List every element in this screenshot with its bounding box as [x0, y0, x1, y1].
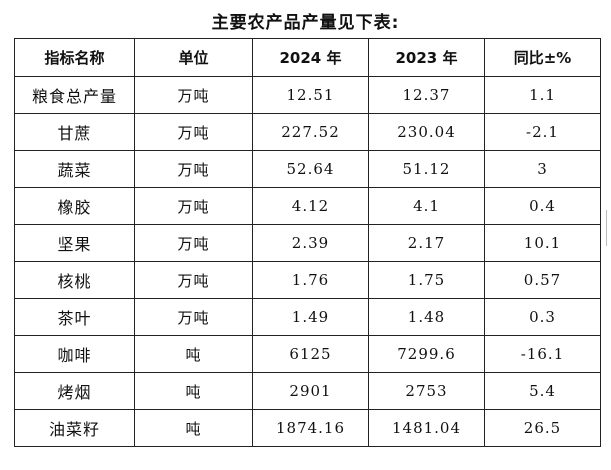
cell-unit: 吨 [134, 409, 253, 447]
cell-name: 坚果 [14, 224, 135, 262]
cell-yoy: 0.3 [484, 298, 601, 336]
cell-unit: 万吨 [134, 113, 253, 151]
cell-yoy: 0.4 [484, 187, 601, 225]
cell-name: 咖啡 [14, 335, 135, 373]
cell-yoy: 1.1 [484, 76, 601, 114]
cell-2023: 1.48 [368, 298, 485, 336]
cell-name: 粮食总产量 [14, 76, 135, 114]
cell-2023: 51.12 [368, 150, 485, 188]
cell-2024: 1874.16 [252, 409, 369, 447]
cell-yoy: 10.1 [484, 224, 601, 262]
cell-2024: 1.76 [252, 261, 369, 299]
cell-name: 核桃 [14, 261, 135, 299]
table-row: 核桃 万吨 1.76 1.75 0.57 [14, 261, 601, 299]
cell-yoy: 5.4 [484, 372, 601, 410]
table-row: 粮食总产量 万吨 12.51 12.37 1.1 [14, 76, 601, 114]
cell-2023: 2.17 [368, 224, 485, 262]
cell-2023: 230.04 [368, 113, 485, 151]
cell-2023: 12.37 [368, 76, 485, 114]
cell-2024: 6125 [252, 335, 369, 373]
cell-name: 蔬菜 [14, 150, 135, 188]
cell-name: 油菜籽 [14, 409, 135, 447]
cell-name: 甘蔗 [14, 113, 135, 151]
scrollbar-fragment [606, 210, 611, 246]
cell-name: 橡胶 [14, 187, 135, 225]
table-row: 蔬菜 万吨 52.64 51.12 3 [14, 150, 601, 188]
cell-unit: 万吨 [134, 224, 253, 262]
cell-yoy: 3 [484, 150, 601, 188]
cell-unit: 万吨 [134, 150, 253, 188]
cell-2024: 4.12 [252, 187, 369, 225]
header-2024: 2024 年 [252, 38, 369, 77]
table-row: 坚果 万吨 2.39 2.17 10.1 [14, 224, 601, 262]
cell-yoy: 26.5 [484, 409, 601, 447]
cell-2024: 12.51 [252, 76, 369, 114]
cell-unit: 万吨 [134, 187, 253, 225]
cell-2024: 2.39 [252, 224, 369, 262]
cell-2024: 227.52 [252, 113, 369, 151]
cell-name: 茶叶 [14, 298, 135, 336]
cell-2023: 1.75 [368, 261, 485, 299]
header-2023: 2023 年 [368, 38, 485, 77]
table-row: 烤烟吨 2901 2753 5.4 [14, 372, 601, 410]
cell-2024: 52.64 [252, 150, 369, 188]
table-row: 咖啡吨 6125 7299.6 -16.1 [14, 335, 601, 373]
cell-unit: 吨 [134, 372, 253, 410]
cell-unit: 万吨 [134, 76, 253, 114]
table-row: 甘蔗 万吨 227.52 230.04 -2.1 [14, 113, 601, 151]
cell-yoy: -16.1 [484, 335, 601, 373]
cell-name: 烤烟 [14, 372, 135, 410]
cell-2024: 2901 [252, 372, 369, 410]
header-indicator-name: 指标名称 [14, 38, 135, 77]
table-row: 橡胶 万吨 4.12 4.1 0.4 [14, 187, 601, 225]
cell-2024: 1.49 [252, 298, 369, 336]
table-row: 茶叶 万吨 1.49 1.48 0.3 [14, 298, 601, 336]
cell-unit: 吨 [134, 335, 253, 373]
cell-unit: 万吨 [134, 298, 253, 336]
header-unit: 单位 [134, 38, 253, 77]
cell-yoy: -2.1 [484, 113, 601, 151]
header-yoy-change: 同比±% [484, 38, 601, 77]
cell-unit: 万吨 [134, 261, 253, 299]
cell-2023: 2753 [368, 372, 485, 410]
production-table: 指标名称 单位 2024 年 2023 年 同比±% 粮食总产量 万吨 12.51 1… [14, 38, 601, 447]
cell-2023: 1481.04 [368, 409, 485, 447]
header-row: 指标名称 单位 2024 年 2023 年 同比±% [14, 38, 601, 77]
table-row: 油菜籽吨 1874.16 1481.04 26.5 [14, 409, 601, 447]
table-title: 主要农产品产量见下表: [211, 13, 400, 33]
cell-2023: 4.1 [368, 187, 485, 225]
cell-2023: 7299.6 [368, 335, 485, 373]
cell-yoy: 0.57 [484, 261, 601, 299]
